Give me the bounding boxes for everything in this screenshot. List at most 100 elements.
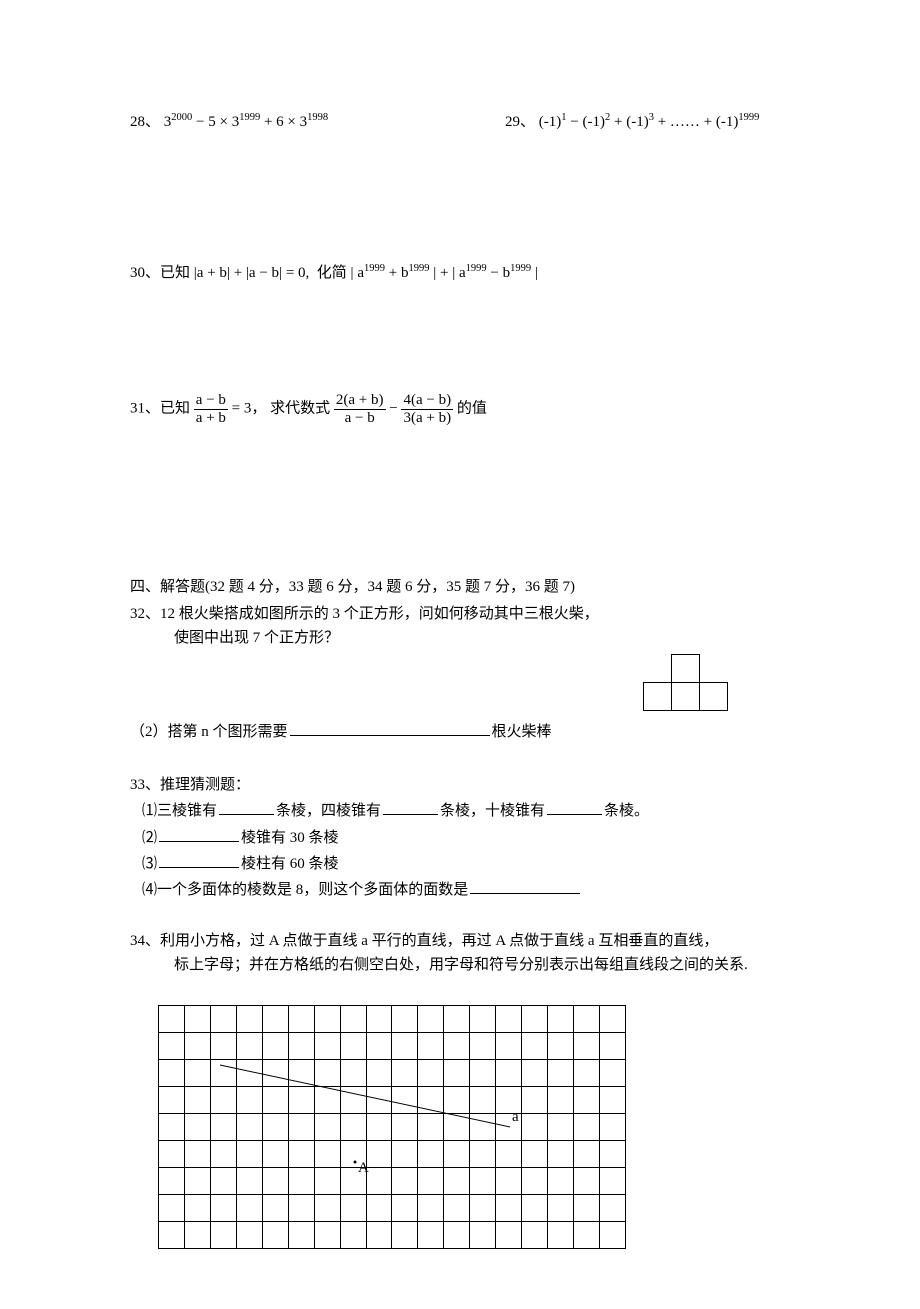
grid-cell <box>496 1059 522 1086</box>
q33-p1a: ⑴三棱锥有 <box>142 803 217 819</box>
grid-cell <box>444 1086 470 1113</box>
grid-cell <box>184 1140 210 1167</box>
q33-p2-blank <box>159 826 239 842</box>
q34-grid-wrap: a A <box>158 1005 626 1249</box>
q31-frac3: 4(a − b) 3(a + b) <box>401 392 453 426</box>
grid-cell <box>392 1140 418 1167</box>
q31-f1-den: a + b <box>194 410 228 427</box>
q31: 31、已知 a − b a + b = 3， 求代数式 2(a + b) a −… <box>130 392 820 426</box>
q34-line1: 利用小方格，过 A 点做于直线 a 平行的直线，再过 A 点做于直线 a 互相垂… <box>160 933 718 949</box>
grid-cell <box>522 1113 548 1140</box>
q33-p1b: 条棱，四棱锥有 <box>276 803 381 819</box>
grid-cell <box>262 1167 288 1194</box>
grid-cell <box>262 1194 288 1221</box>
grid-cell <box>392 1194 418 1221</box>
q29-t3-b: (-1) <box>626 114 649 130</box>
grid-cell <box>470 1194 496 1221</box>
grid-cell <box>366 1140 392 1167</box>
grid-cell <box>418 1221 444 1248</box>
q33-title: 推理猜测题： <box>160 777 250 793</box>
grid-cell <box>340 1194 366 1221</box>
q33-p1: ⑴三棱锥有条棱，四棱锥有条棱，十棱锥有条棱。 <box>130 799 820 823</box>
grid-cell <box>599 1086 625 1113</box>
grid-cell <box>444 1032 470 1059</box>
q32-sq-bottom-left <box>643 682 672 711</box>
q30-abs3: a1999 + b1999 <box>351 265 437 281</box>
grid-cell <box>314 1167 340 1194</box>
grid-cell <box>340 1059 366 1086</box>
grid-cell <box>522 1086 548 1113</box>
q31-frac2: 2(a + b) a − b <box>334 392 386 426</box>
q33-p3a: ⑶ <box>142 856 157 872</box>
grid-cell <box>236 1059 262 1086</box>
q32-sq-bottom-right <box>699 682 728 711</box>
grid-cell <box>444 1005 470 1032</box>
grid-cell <box>288 1086 314 1113</box>
grid-cell <box>340 1113 366 1140</box>
q29-number: 29、 <box>505 114 535 130</box>
q34: 34、利用小方格，过 A 点做于直线 a 平行的直线，再过 A 点做于直线 a … <box>130 930 820 977</box>
q33-p4-blank <box>470 878 580 894</box>
q33-p2: ⑵棱锥有 30 条棱 <box>130 826 820 850</box>
q32-sq-bottom-mid <box>671 682 700 711</box>
grid-cell <box>288 1005 314 1032</box>
q32-sub-num: （2） <box>130 724 168 740</box>
grid-cell <box>599 1221 625 1248</box>
q30-eqz: = 0, <box>286 265 309 281</box>
grid-cell <box>210 1140 236 1167</box>
grid-cell <box>288 1140 314 1167</box>
grid-cell <box>496 1194 522 1221</box>
grid-cell <box>236 1221 262 1248</box>
q32-line1-wrap: 32、12 根火柴搭成如图所示的 3 个正方形，问如何移动其中三根火柴， 使图中… <box>130 603 820 650</box>
grid-cell <box>236 1140 262 1167</box>
grid-cell <box>470 1167 496 1194</box>
q32-text: 32、12 根火柴搭成如图所示的 3 个正方形，问如何移动其中三根火柴， 使图中… <box>130 603 820 650</box>
grid-cell <box>418 1194 444 1221</box>
grid-cell <box>548 1140 574 1167</box>
grid-cell <box>574 1086 600 1113</box>
grid-cell <box>574 1005 600 1032</box>
grid-cell <box>444 1059 470 1086</box>
grid-cell <box>470 1005 496 1032</box>
q30-abs4: a1999 − b1999 <box>452 265 538 281</box>
q29-t1-b: (-1) <box>539 114 562 130</box>
q29-t2-e: 2 <box>605 112 610 123</box>
q31-f2-den: a − b <box>334 410 386 427</box>
grid-cell <box>418 1113 444 1140</box>
q34-number: 34、 <box>130 933 160 949</box>
grid-cell <box>522 1059 548 1086</box>
grid-cell <box>418 1086 444 1113</box>
grid-cell <box>210 1032 236 1059</box>
grid-cell <box>496 1005 522 1032</box>
q31-minus: − <box>389 400 397 416</box>
grid-cell <box>599 1167 625 1194</box>
grid-cell <box>418 1167 444 1194</box>
grid-cell <box>548 1221 574 1248</box>
grid-cell <box>522 1221 548 1248</box>
grid-cell <box>599 1005 625 1032</box>
grid-cell <box>418 1059 444 1086</box>
q30-r2ae: 1999 <box>466 263 487 274</box>
grid-cell <box>184 1005 210 1032</box>
grid-cell <box>392 1032 418 1059</box>
grid-cell <box>599 1140 625 1167</box>
q33-p1-blank1 <box>219 799 274 815</box>
q33-p2b: 棱锥有 30 条棱 <box>241 830 339 846</box>
grid-cell <box>159 1167 185 1194</box>
grid-cell <box>340 1032 366 1059</box>
grid-cell <box>548 1032 574 1059</box>
grid-cell <box>574 1032 600 1059</box>
grid-cell <box>366 1194 392 1221</box>
grid-cell <box>574 1194 600 1221</box>
q31-frac1: a − b a + b <box>194 392 228 426</box>
grid-cell <box>314 1140 340 1167</box>
grid-cell <box>444 1194 470 1221</box>
q31-eq: = 3 <box>232 400 252 416</box>
grid-cell <box>210 1221 236 1248</box>
grid-cell <box>184 1167 210 1194</box>
q30-r2be: 1999 <box>510 263 531 274</box>
grid-cell <box>262 1032 288 1059</box>
grid-cell <box>314 1032 340 1059</box>
q32-sub-a: 搭第 n 个图形需要 <box>168 724 288 740</box>
grid-cell <box>314 1113 340 1140</box>
